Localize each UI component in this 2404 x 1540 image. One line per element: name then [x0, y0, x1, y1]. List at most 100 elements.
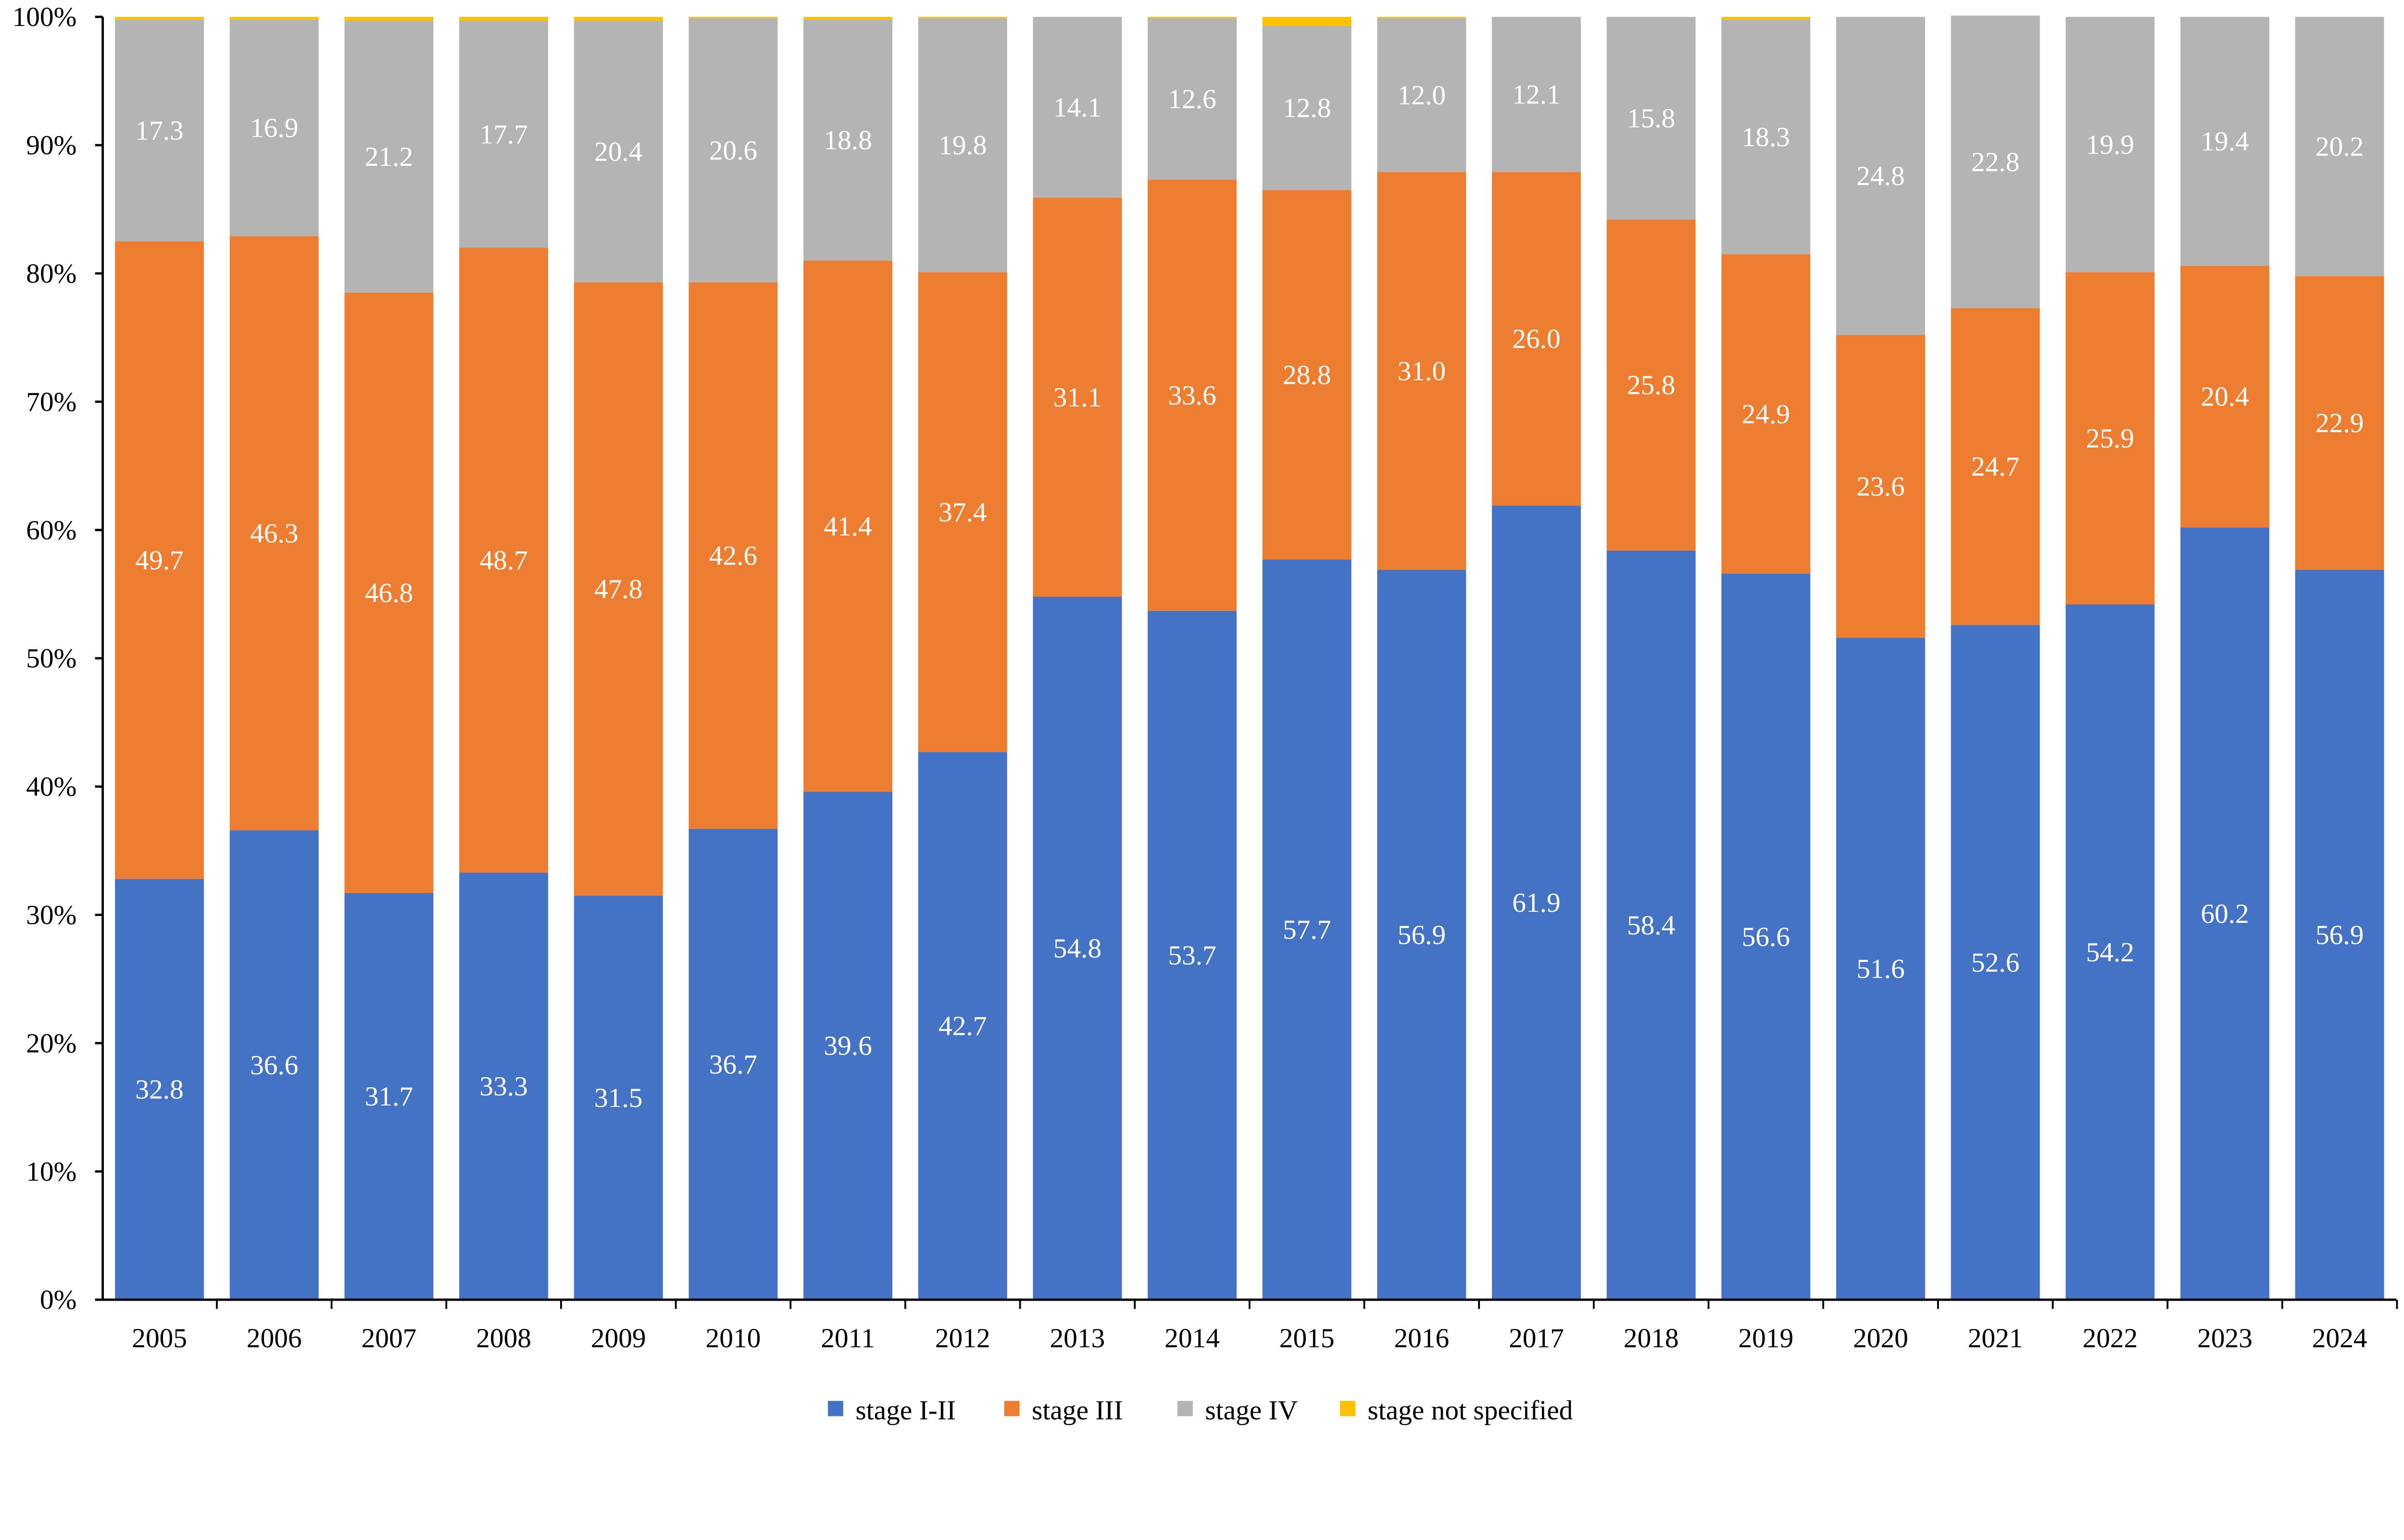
data-label: 14.1 [1053, 92, 1102, 123]
bar-segment-stage-iv [918, 18, 1007, 273]
bar-segment-stage-iv [115, 19, 204, 242]
bar-segment-stage-iii [803, 261, 893, 792]
data-label: 36.7 [709, 1049, 757, 1080]
bar-segment-stage-i-ii [689, 829, 778, 1300]
x-tick-label: 2009 [591, 1323, 646, 1354]
bar-segment-stage-not-specified [1721, 17, 1811, 20]
bar-segment-stage-i-ii [344, 893, 434, 1300]
x-tick-label: 2024 [2312, 1323, 2367, 1354]
data-label: 33.3 [479, 1071, 527, 1102]
x-tick-label: 2022 [2082, 1323, 2138, 1354]
bar-segment-stage-iii [229, 236, 319, 831]
x-tick-label: 2020 [1853, 1323, 1908, 1354]
x-tick-label: 2023 [2197, 1323, 2253, 1354]
bar-segment-stage-iii [1492, 172, 1581, 506]
bar-segment-stage-iv [2295, 17, 2384, 276]
data-label: 31.7 [365, 1081, 413, 1112]
bar-segment-stage-i-ii [1606, 550, 1696, 1300]
axes-layer: 2005 2006 2007 2008 2009 2010 2011 2012 2013 2014… [13, 2, 2398, 1354]
bar-segment-stage-i-ii [1148, 610, 1237, 1300]
y-tick-label: 90% [26, 130, 76, 161]
y-tick-label: 100% [13, 2, 77, 32]
legend-swatch [1340, 1401, 1355, 1416]
bar-segment-stage-iii [2180, 265, 2269, 528]
x-tick-label: 2021 [1968, 1323, 2023, 1354]
data-label: 36.6 [250, 1050, 298, 1080]
bar-segment-stage-iv [1377, 18, 1466, 173]
bar-segment-stage-i-ii [1951, 625, 2040, 1300]
data-label: 42.6 [709, 541, 757, 571]
data-label: 41.4 [824, 511, 872, 542]
bar-segment-stage-i-ii [1377, 570, 1466, 1300]
data-label: 33.6 [1168, 381, 1216, 411]
bar-segment-stage-iv [1148, 18, 1237, 180]
bar-segment-stage-iv [1951, 15, 2040, 308]
data-label: 56.9 [2316, 920, 2364, 950]
bars-layer: 32.8 49.7 17.3 36.6 46.3 16.9 31.7 46.8 21.2 33.3… [115, 15, 2384, 1300]
legend: stage I-II stage III stage IV stage not spe… [827, 1395, 1573, 1426]
data-label: 53.7 [1168, 941, 1216, 971]
y-tick-label: 20% [26, 1028, 76, 1058]
bar-segment-stage-iii [1721, 254, 1811, 574]
x-tick-label: 2014 [1164, 1323, 1220, 1354]
x-tick-label: 2019 [1738, 1323, 1793, 1354]
data-label: 20.6 [709, 136, 757, 166]
data-label: 47.8 [594, 574, 642, 605]
legend-swatch [1177, 1401, 1193, 1416]
bar-segment-stage-i-ii [1492, 505, 1581, 1300]
data-label: 54.8 [1053, 933, 1102, 964]
bar-segment-stage-iii [115, 241, 204, 879]
bar-segment-stage-iii [1951, 308, 2040, 625]
x-tick-label: 2005 [132, 1323, 187, 1354]
legend-swatch [827, 1401, 843, 1416]
data-label: 49.7 [135, 546, 183, 576]
data-label: 28.8 [1283, 360, 1331, 390]
x-tick-label: 2011 [821, 1323, 875, 1354]
bar-segment-stage-not-specified [803, 17, 893, 20]
bar-segment-stage-iii [2066, 272, 2155, 605]
x-tick-label: 2017 [1509, 1323, 1564, 1354]
data-label: 12.6 [1168, 84, 1216, 114]
data-label: 24.9 [1742, 399, 1790, 429]
bar-segment-stage-iv [1836, 17, 1925, 335]
data-label: 19.9 [2086, 130, 2134, 160]
data-label: 12.0 [1398, 80, 1446, 111]
data-label: 31.5 [594, 1083, 642, 1113]
bar-segment-stage-iii [459, 248, 549, 873]
bar-segment-stage-iv [803, 19, 893, 261]
bar-segment-stage-iii [1377, 172, 1466, 570]
legend-label: stage IV [1205, 1395, 1298, 1426]
bar-segment-stage-i-ii [803, 792, 893, 1300]
data-label: 42.7 [939, 1011, 987, 1041]
bar-segment-stage-not-specified [1262, 17, 1352, 26]
bar-segment-stage-i-ii [459, 872, 549, 1300]
bar-segment-stage-iii [574, 282, 663, 896]
data-label: 24.8 [1856, 161, 1904, 191]
legend-swatch [1004, 1401, 1020, 1416]
data-label: 18.8 [824, 125, 872, 155]
data-label: 19.4 [2201, 126, 2249, 157]
x-tick-label: 2012 [935, 1323, 990, 1354]
y-tick-label: 80% [26, 259, 76, 289]
x-tick-label: 2010 [706, 1323, 761, 1354]
bar-segment-stage-i-ii [2180, 527, 2269, 1300]
data-label: 17.3 [135, 115, 183, 146]
data-label: 32.8 [135, 1074, 183, 1105]
bar-segment-stage-not-specified [344, 17, 434, 21]
y-tick-label: 30% [26, 900, 76, 931]
bar-segment-stage-not-specified [574, 17, 663, 21]
bar-segment-stage-iv [459, 21, 549, 248]
x-tick-label: 2015 [1279, 1323, 1335, 1354]
bar-segment-stage-not-specified [115, 17, 204, 20]
data-label: 51.6 [1856, 954, 1904, 984]
y-tick-label: 70% [26, 387, 76, 417]
data-label: 52.6 [1971, 947, 2019, 978]
y-tick-label: 10% [26, 1156, 76, 1187]
data-label: 56.6 [1742, 922, 1790, 952]
data-label: 58.4 [1627, 910, 1675, 941]
bar-segment-stage-iv [1721, 19, 1811, 254]
bar-segment-stage-not-specified [1148, 17, 1237, 18]
data-label: 20.4 [2201, 382, 2249, 412]
data-label: 48.7 [479, 546, 527, 576]
bar-segment-stage-iv [229, 19, 319, 236]
